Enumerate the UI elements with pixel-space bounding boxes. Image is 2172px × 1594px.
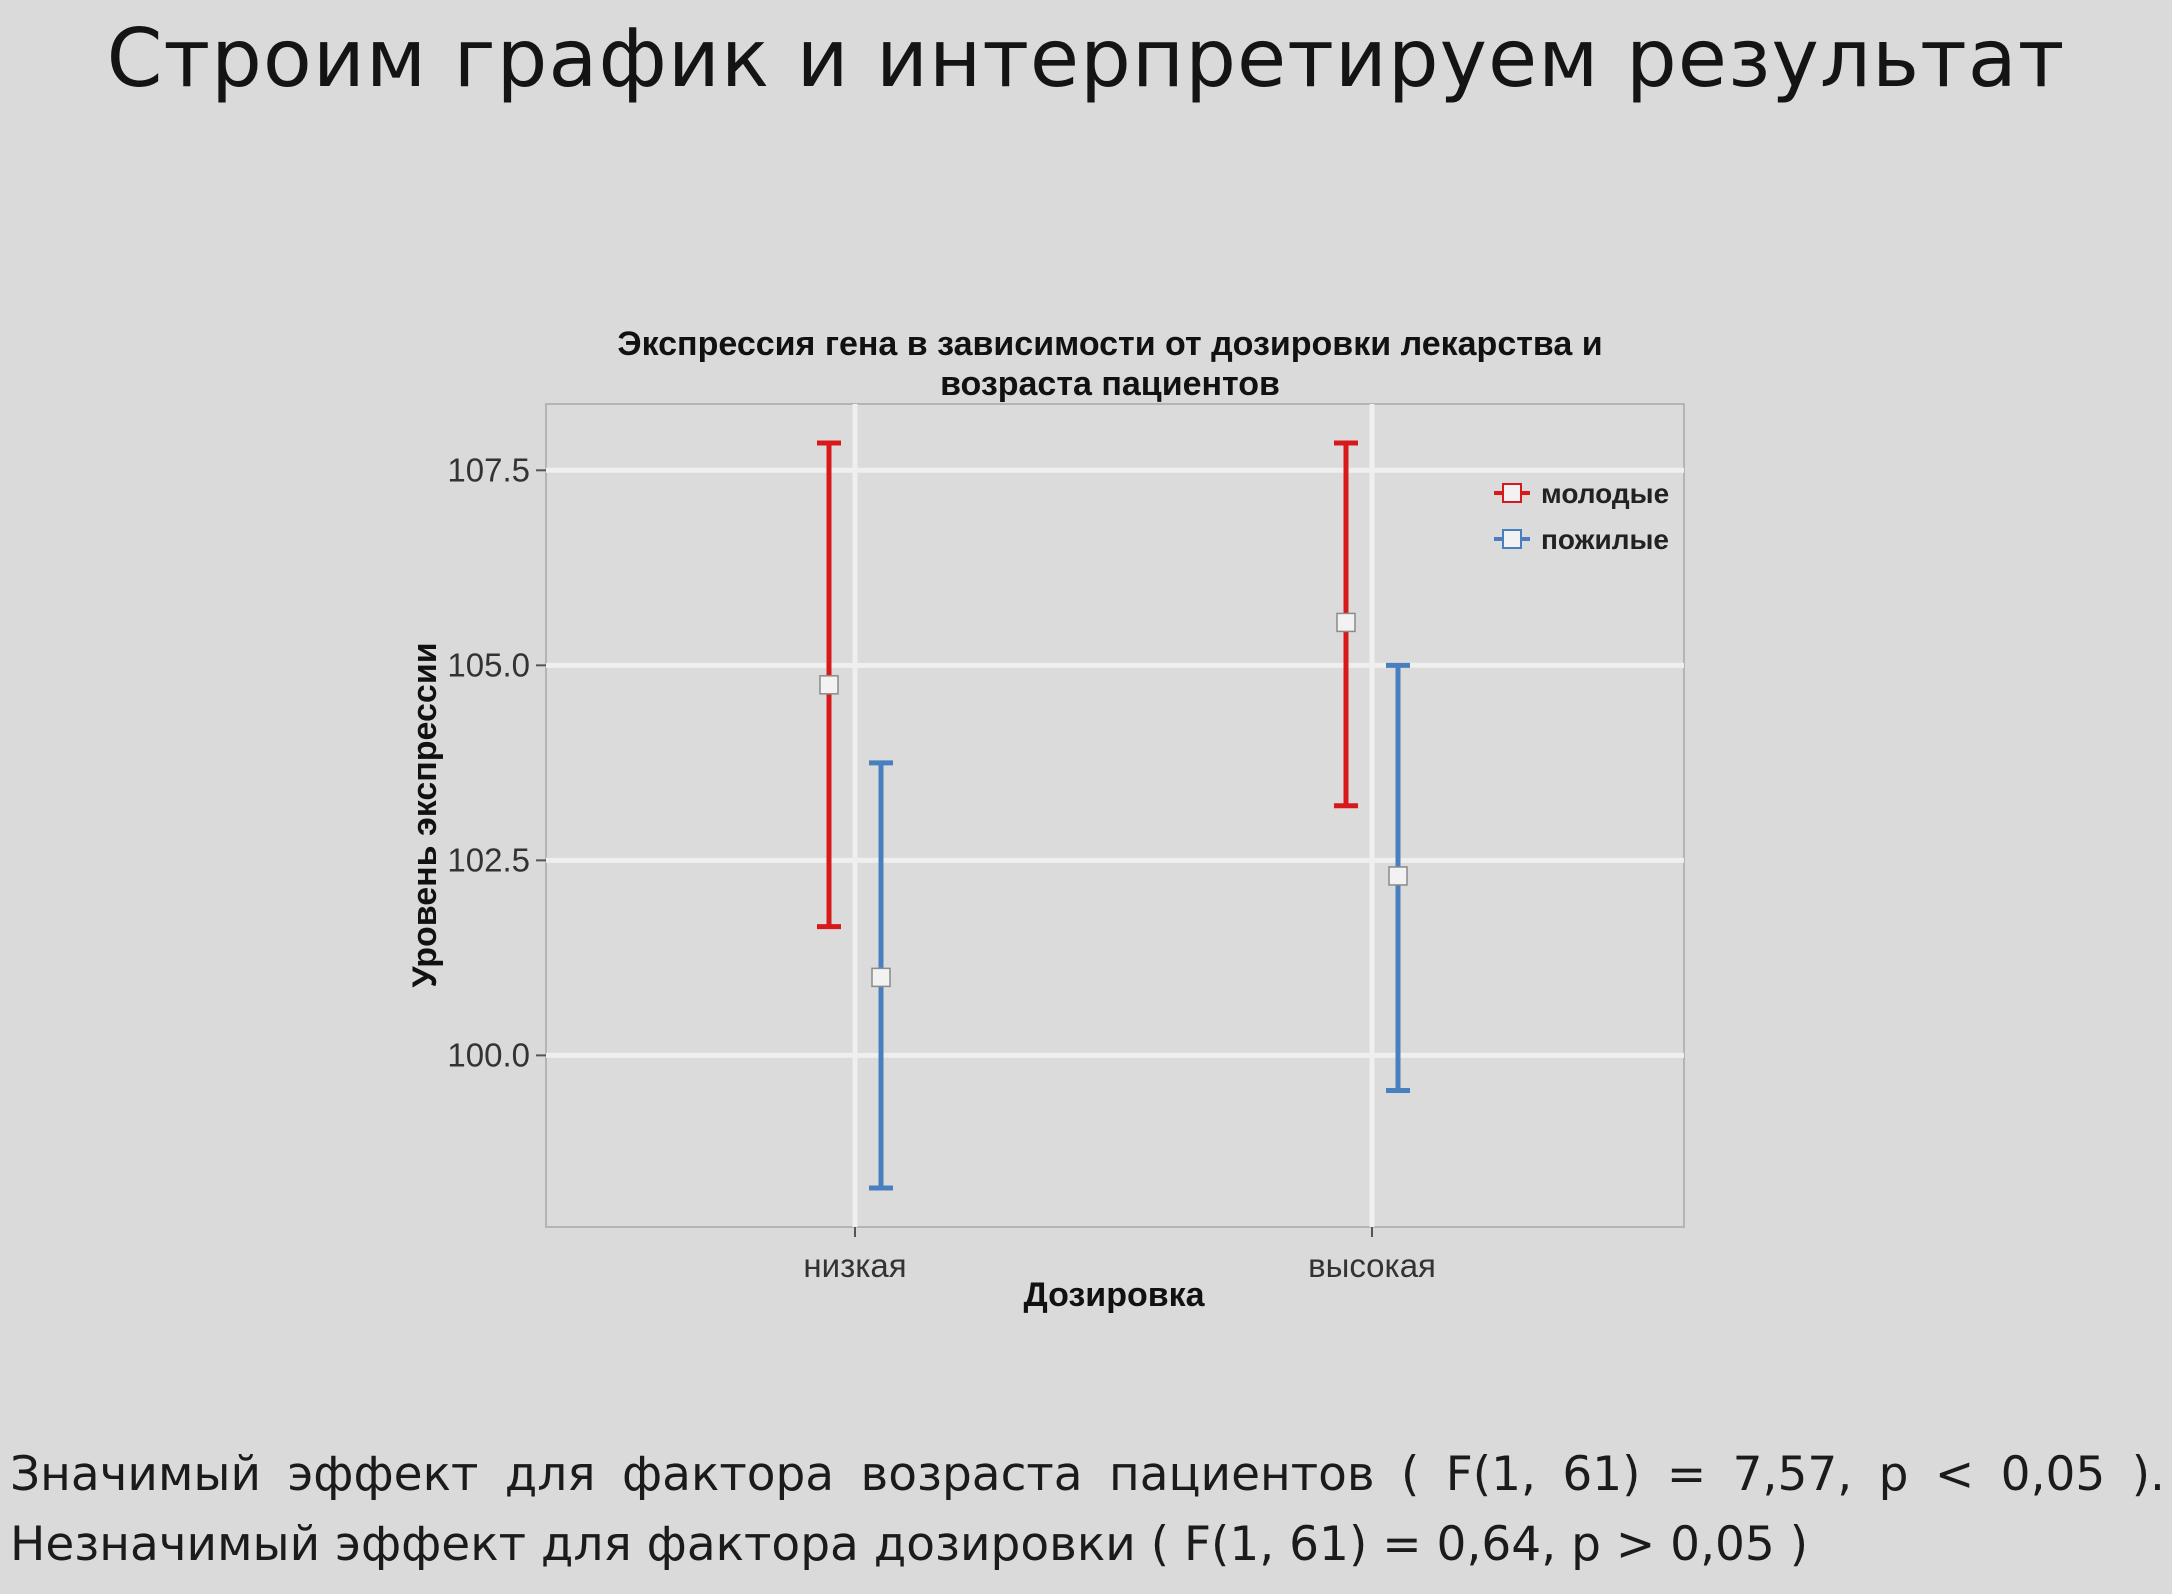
mean-point-1-0: [871, 967, 891, 988]
mean-point-0-1: [1336, 612, 1356, 633]
conclusion-text: Значимый эффект для фактора возраста пац…: [10, 1440, 2165, 1580]
conclusion-line-1: Значимый эффект для фактора возраста пац…: [10, 1447, 2165, 1502]
legend: молодые пожилые: [1494, 478, 1669, 555]
x-axis-title: Дозировка: [1023, 1276, 1205, 1314]
legend-key-0: [1502, 483, 1522, 503]
slide-title: Строим график и интерпретируем результат: [106, 12, 2066, 105]
mean-point-0-0: [819, 675, 839, 695]
y-tick-label-1: 102.5: [447, 841, 530, 878]
chart-title-line2: возраста пациентов: [940, 365, 1280, 403]
y-axis-title: Уровень экспрессии: [406, 642, 444, 987]
series-1: [869, 662, 1410, 1191]
x-axis: низкая высокая: [803, 1227, 1436, 1284]
mean-point-1-1: [1388, 866, 1408, 886]
x-tick-label-1: высокая: [1308, 1247, 1436, 1284]
plot-panel: [545, 403, 1685, 1228]
y-tick-label-2: 105.0: [447, 646, 530, 683]
conclusion-line-2: Незначимый эффект для фактора дозировки …: [10, 1517, 1809, 1572]
grid-lines: [546, 404, 1684, 1227]
legend-key-1: [1502, 529, 1522, 549]
chart-title-line1: Экспрессия гена в зависимости от дозиров…: [617, 325, 1602, 363]
y-axis: 100.0 102.5 105.0 107.5: [447, 451, 546, 1073]
legend-label-0: молодые: [1541, 478, 1669, 509]
y-tick-label-3: 107.5: [447, 451, 530, 488]
y-tick-label-0: 100.0: [447, 1036, 530, 1073]
series-layer: [817, 440, 1410, 1191]
x-tick-label-0: низкая: [803, 1247, 906, 1284]
series-0: [817, 440, 1358, 930]
legend-label-1: пожилые: [1541, 524, 1669, 555]
